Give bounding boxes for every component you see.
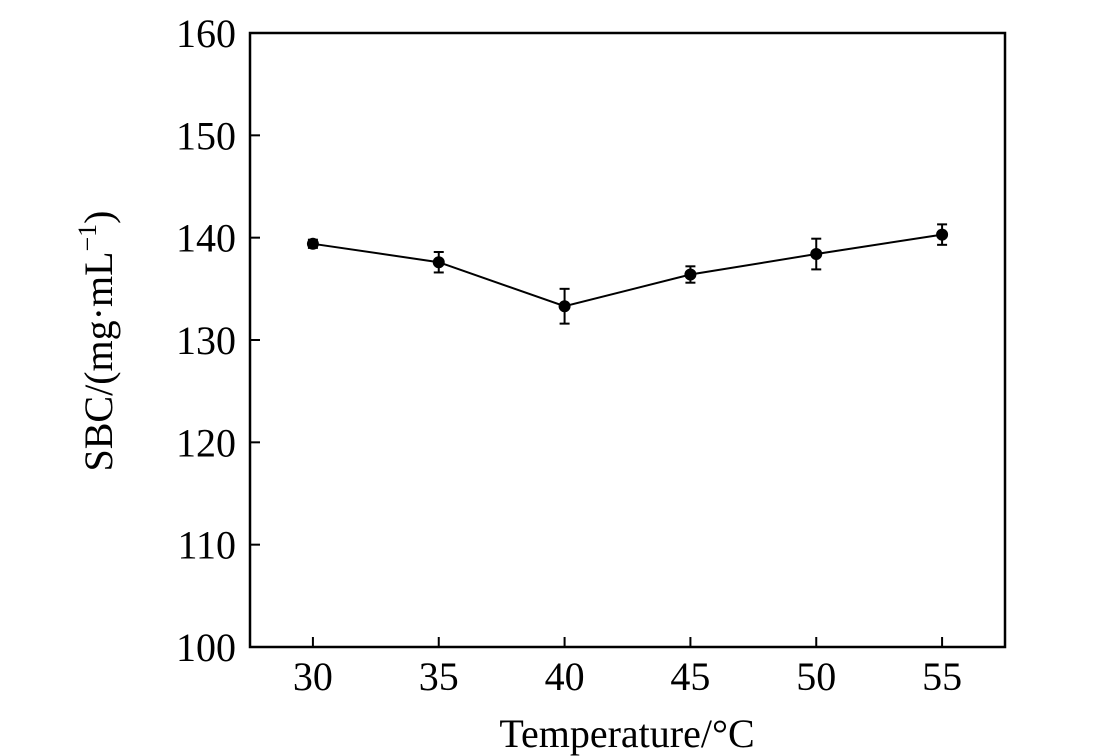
- data-marks: [306, 223, 949, 325]
- y-axis-title-superscript: −1: [73, 224, 102, 252]
- y-tick-label: 140: [176, 216, 236, 261]
- series-line: [312, 233, 943, 308]
- y-tick-label: 130: [176, 318, 236, 363]
- y-axis-title: SBC/(mg·mL−1): [73, 210, 121, 471]
- axis-labels: Temperature/°C SBC/(mg·mL−1): [73, 210, 755, 756]
- x-tick-label: 55: [922, 654, 962, 699]
- x-tick-label: 40: [545, 654, 585, 699]
- y-tick-label: 160: [176, 11, 236, 56]
- y-tick-label: 110: [177, 523, 236, 568]
- data-point: [558, 300, 571, 313]
- data-point: [432, 256, 445, 269]
- y-tick-label: 150: [176, 113, 236, 158]
- y-axis-title-suffix: ): [76, 210, 121, 223]
- y-axis-title-prefix: SBC/(mg·mL: [76, 251, 121, 471]
- x-tick-label: 45: [670, 654, 710, 699]
- x-tick-label: 30: [293, 654, 333, 699]
- x-tick-label: 50: [796, 654, 836, 699]
- x-tick-label: 35: [419, 654, 459, 699]
- axes: 100 110 120 130 140 150 160 30 35 40 45 50 55: [176, 11, 1007, 699]
- data-point: [306, 237, 319, 250]
- y-tick-label: 100: [176, 625, 236, 670]
- y-tick-label: 120: [176, 420, 236, 465]
- x-axis-title: Temperature/°C: [499, 711, 754, 756]
- plot-frame: [248, 31, 1007, 649]
- data-point: [810, 248, 823, 261]
- data-point: [684, 268, 697, 281]
- data-point: [936, 228, 949, 241]
